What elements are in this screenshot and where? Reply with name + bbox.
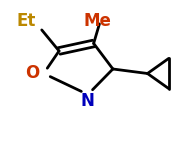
Text: N: N [81,91,95,110]
Text: O: O [25,65,39,82]
Text: Me: Me [84,12,111,30]
Text: Et: Et [17,12,36,30]
